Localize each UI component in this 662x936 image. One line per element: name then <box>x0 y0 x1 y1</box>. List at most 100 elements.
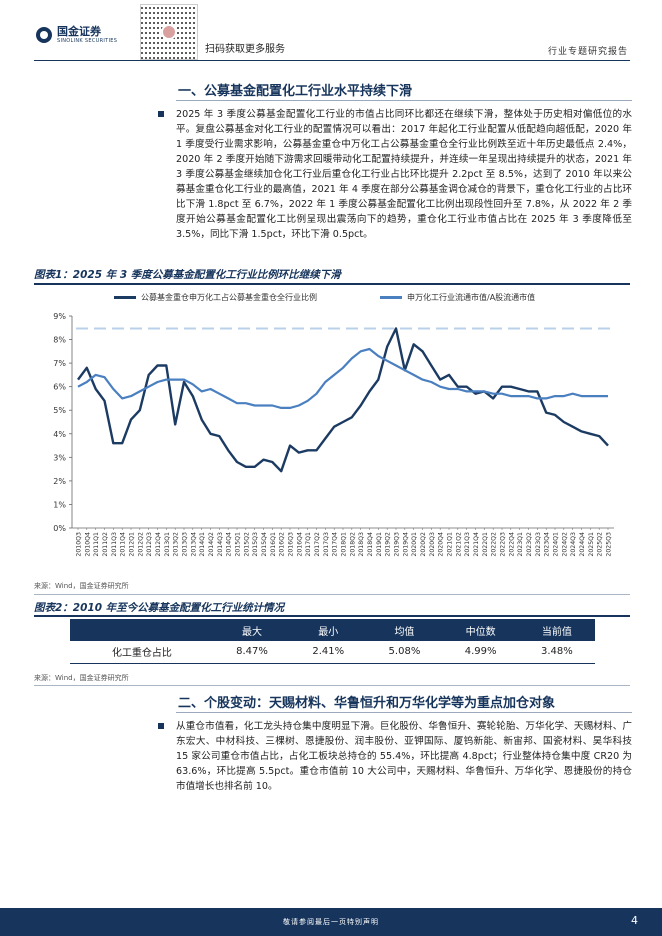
table-header-cell: 当前值 <box>518 619 595 641</box>
x-tick-label: 2013Q3 <box>182 532 189 557</box>
legend-swatch-series-2 <box>380 296 402 299</box>
figure-1-divider <box>34 283 630 285</box>
x-tick-label: 2022Q3 <box>500 532 507 557</box>
x-tick-label: 2016Q1 <box>270 532 277 557</box>
figure-2-title: 图表2：2010 年至今公募基金配置化工行业统计情况 <box>34 602 285 614</box>
table-row: 化工重仓占比 8.47% 2.41% 5.08% 4.99% 3.48% <box>70 641 595 664</box>
y-tick-label: 8% <box>53 336 66 345</box>
bullet-icon <box>158 111 164 117</box>
x-tick-label: 2017Q4 <box>332 532 339 557</box>
x-tick-label: 2013Q1 <box>164 532 171 557</box>
table-cell: 4.99% <box>442 641 519 664</box>
logo-name-en: SINOLINK SECURITIES <box>57 38 118 44</box>
table-header-cell: 最小 <box>290 619 367 641</box>
document-type: 行业专题研究报告 <box>547 47 628 57</box>
figure-1-bottom-divider <box>34 594 630 595</box>
stats-table: 最大 最小 均值 中位数 当前值 化工重仓占比 8.47% 2.41% 5.08… <box>70 619 595 664</box>
table-cell: 8.47% <box>213 641 291 664</box>
x-tick-label: 2020Q4 <box>438 532 445 557</box>
header-divider <box>34 60 630 61</box>
y-tick-label: 6% <box>53 383 66 392</box>
x-tick-label: 2018Q1 <box>341 532 348 557</box>
qr-center-logo <box>161 24 177 40</box>
x-tick-label: 2016Q3 <box>288 532 295 557</box>
x-tick-label: 2017Q3 <box>323 532 330 557</box>
x-tick-label: 2023Q1 <box>517 532 524 557</box>
figure-2-divider <box>34 615 630 617</box>
logo-name-cn: 国金证券 <box>57 25 101 38</box>
section-1-text: 2025 年 3 季度公募基金配置化工行业的市值占比同环比都还在继续下滑，整体处… <box>176 109 632 240</box>
bullet-icon <box>158 723 164 729</box>
x-tick-label: 2023Q3 <box>535 532 542 557</box>
x-tick-label: 2024Q4 <box>579 532 586 557</box>
page-header: 国金证券 SINOLINK SECURITIES 扫码获取更多服务 行业专题研究… <box>0 0 662 64</box>
section-1-divider <box>176 100 632 101</box>
y-tick-label: 0% <box>53 524 66 533</box>
legend-swatch-series-1 <box>114 296 136 299</box>
table-header-cell: 最大 <box>213 619 291 641</box>
x-tick-label: 2015Q1 <box>235 532 242 557</box>
x-tick-label: 2016Q4 <box>296 532 303 557</box>
x-tick-label: 2021Q2 <box>455 532 462 557</box>
legend-label-series-2: 申万化工行业流通市值/A股流通市值 <box>407 293 536 302</box>
table-cell: 2.41% <box>290 641 367 664</box>
x-tick-label: 2013Q2 <box>173 532 180 557</box>
x-tick-label: 2010Q3 <box>76 532 83 557</box>
x-tick-label: 2024Q2 <box>561 532 568 557</box>
x-tick-label: 2020Q3 <box>429 532 436 557</box>
x-tick-label: 2022Q2 <box>491 532 498 557</box>
table-row-label: 化工重仓占比 <box>70 641 214 664</box>
x-tick-label: 2016Q2 <box>279 532 286 557</box>
x-tick-label: 2023Q2 <box>526 532 533 557</box>
x-tick-label: 2012Q3 <box>146 532 153 557</box>
table-cell: 5.08% <box>366 641 443 664</box>
scan-prompt: 扫码获取更多服务 <box>205 44 285 55</box>
y-tick-label: 9% <box>53 312 66 321</box>
line-chart: 0%1%2%3%4%5%6%7%8%9%2010Q3 2010Q4 2011Q1 20… <box>53 312 614 557</box>
footer-disclaimer[interactable]: 敬请参阅最后一页特别声明 <box>283 918 379 926</box>
x-tick-label: 2019Q4 <box>402 532 409 557</box>
x-tick-label: 2025Q2 <box>597 532 604 557</box>
x-tick-label: 2024Q3 <box>570 532 577 557</box>
section-1-title: 一、公募基金配置化工行业水平持续下滑 <box>178 84 413 99</box>
y-tick-label: 1% <box>53 500 66 509</box>
x-tick-label: 2022Q1 <box>482 532 489 557</box>
x-tick-label: 2020Q2 <box>420 532 427 557</box>
x-tick-label: 2020Q1 <box>411 532 418 557</box>
x-tick-label: 2015Q4 <box>261 532 268 557</box>
legend-item-series-1: 公募基金重仓申万化工占公募基金重仓全行业比例 <box>114 292 317 303</box>
x-tick-label: 2011Q4 <box>120 532 127 557</box>
x-tick-label: 2023Q4 <box>544 532 551 557</box>
x-tick-label: 2024Q1 <box>553 532 560 557</box>
x-tick-label: 2014Q2 <box>208 532 215 557</box>
section-2-paragraph: 从重仓市值看，化工龙头持仓集中度明显下滑。巨化股份、华鲁恒升、赛轮轮胎、万华化学… <box>158 719 632 794</box>
figure-2-source: 来源：Wind，国金证券研究所 <box>34 674 129 682</box>
table-header-cell: 均值 <box>366 619 443 641</box>
x-tick-label: 2019Q3 <box>394 532 401 557</box>
table-header-cell: 中位数 <box>442 619 519 641</box>
y-tick-label: 4% <box>53 430 66 439</box>
qr-code-icon[interactable] <box>140 4 198 60</box>
section-2-title: 二、个股变动：天赐材料、华鲁恒升和万华化学等为重点加仓对象 <box>178 696 556 711</box>
x-tick-label: 2013Q4 <box>190 532 197 557</box>
x-tick-label: 2025Q1 <box>588 532 595 557</box>
y-tick-label: 7% <box>53 359 66 368</box>
legend-item-series-2: 申万化工行业流通市值/A股流通市值 <box>380 292 535 303</box>
page-number: 4 <box>631 914 638 927</box>
x-tick-label: 2021Q3 <box>464 532 471 557</box>
x-tick-label: 2014Q4 <box>226 532 233 557</box>
series-line-2 <box>77 347 608 409</box>
x-tick-label: 2021Q4 <box>473 532 480 557</box>
series-line-1 <box>77 327 609 473</box>
table-cell: 3.48% <box>518 641 595 664</box>
x-tick-label: 2022Q4 <box>508 532 515 557</box>
figure-1-title: 图表1：2025 年 3 季度公募基金配置化工行业比例环比继续下滑 <box>34 269 341 281</box>
x-tick-label: 2012Q2 <box>137 532 144 557</box>
x-tick-label: 2019Q2 <box>385 532 392 557</box>
x-tick-label: 2018Q2 <box>349 532 356 557</box>
x-tick-label: 2018Q3 <box>358 532 365 557</box>
section-1-paragraph: 2025 年 3 季度公募基金配置化工行业的市值占比同环比都还在继续下滑，整体处… <box>158 107 632 242</box>
section-2-divider <box>176 712 632 713</box>
logo-icon <box>36 27 52 43</box>
x-tick-label: 2017Q1 <box>305 532 312 557</box>
